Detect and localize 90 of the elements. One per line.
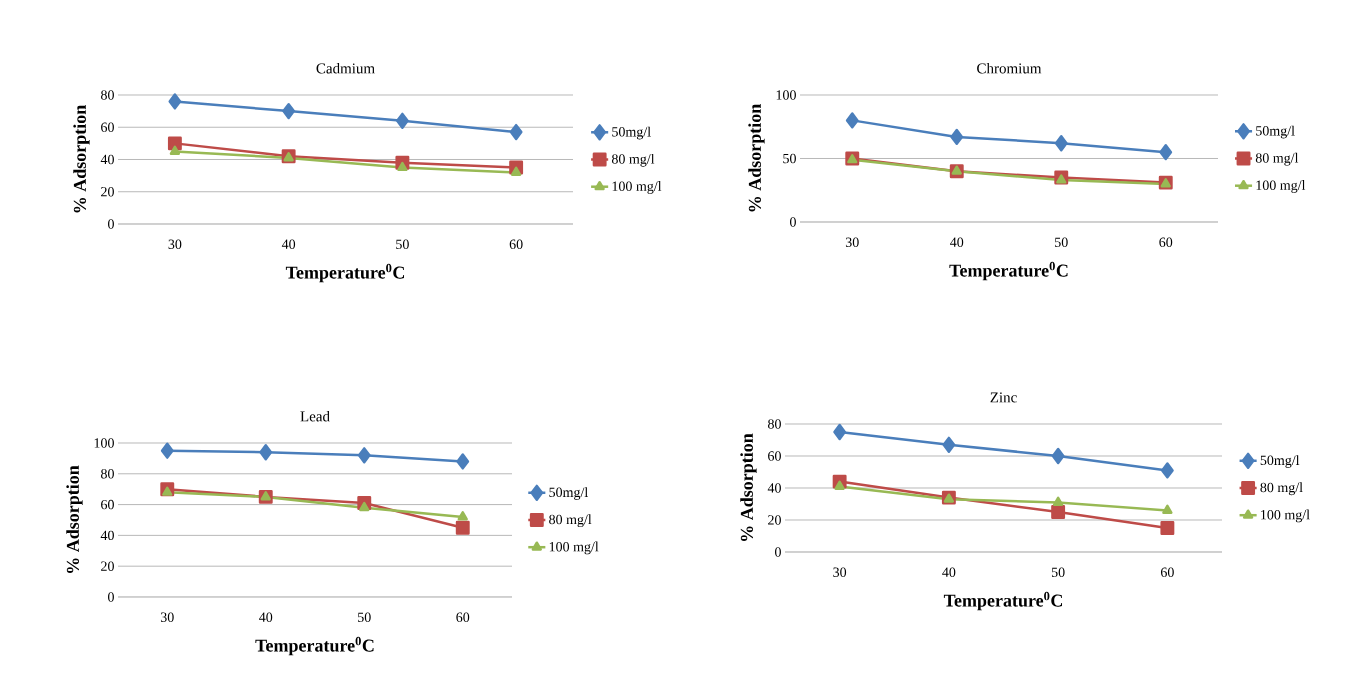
y-tick-label: 60 — [101, 122, 114, 132]
x-tick-label: 50 — [396, 239, 409, 249]
legend-label: 80 mg/l — [1255, 152, 1299, 166]
point — [1051, 447, 1065, 465]
x-tick-label: 60 — [1159, 237, 1173, 247]
point — [359, 501, 370, 512]
point — [357, 447, 371, 464]
x-tick-label: 60 — [456, 612, 470, 622]
y-tick-label: 80 — [101, 90, 114, 100]
x-tick-label: 50 — [1055, 237, 1068, 247]
x-tick-label: 60 — [509, 239, 523, 249]
point — [282, 102, 296, 120]
chart-title: Lead — [300, 410, 330, 422]
x-tick-label: 30 — [168, 239, 182, 249]
y-tick-label: 60 — [768, 451, 781, 461]
y-axis-title: % Adsorption — [66, 465, 83, 573]
point — [455, 520, 470, 535]
point — [160, 442, 174, 459]
x-axis-title: Temperature$^{0}$C — [943, 591, 1063, 611]
y-tick-label: 80 — [101, 469, 114, 479]
x-tick-label: 40 — [942, 567, 956, 577]
legend-label: 50mg/l — [612, 126, 651, 140]
chart-title: Chromium — [977, 62, 1042, 74]
point — [169, 145, 181, 155]
x-axis-title: Temperature$^{0}$C — [949, 261, 1068, 281]
legend-label: 50mg/l — [1260, 455, 1300, 468]
point — [845, 112, 859, 129]
point — [1160, 462, 1174, 479]
x-axis-title: Temperature$^{0}$C — [285, 263, 405, 283]
y-axis-title: % Adsorption — [73, 105, 90, 213]
point — [951, 165, 962, 175]
y-tick-label: 40 — [100, 530, 114, 541]
x-tick-label: 60 — [1160, 567, 1174, 577]
point — [1159, 143, 1173, 161]
point — [1160, 521, 1175, 535]
y-tick-label: 100 — [94, 438, 114, 448]
point — [168, 93, 182, 110]
y-tick-label: 60 — [101, 499, 114, 510]
point — [259, 444, 273, 461]
point — [457, 511, 468, 521]
legend-label: 80 mg/l — [549, 514, 592, 528]
legend-label: 100 mg/l — [1256, 180, 1306, 193]
legend-label: 80 mg/l — [611, 153, 655, 167]
point — [1056, 174, 1067, 184]
x-tick-label: 40 — [259, 612, 273, 622]
x-tick-label: 30 — [833, 567, 847, 577]
y-tick-label: 0 — [790, 217, 796, 227]
x-tick-label: 40 — [281, 239, 296, 249]
y-tick-label: 20 — [768, 515, 781, 525]
y-tick-label: 40 — [100, 154, 114, 165]
y-axis-title: % Adsorption — [740, 433, 757, 541]
y-tick-label: 80 — [768, 419, 781, 429]
y-tick-label: 0 — [775, 547, 781, 557]
point — [1052, 496, 1064, 506]
point — [397, 161, 408, 172]
legend-label: 50mg/l — [1256, 125, 1295, 139]
point — [1054, 135, 1068, 152]
legend-label: 100 mg/l — [1261, 509, 1310, 523]
point — [1162, 504, 1173, 514]
x-tick-label: 50 — [358, 612, 371, 622]
point — [509, 123, 523, 141]
legend-label: 100 mg/l — [549, 541, 599, 555]
y-tick-label: 40 — [767, 483, 781, 493]
y-tick-label: 20 — [101, 561, 114, 571]
x-axis-title: Temperature$^{0}$C — [255, 636, 374, 656]
y-tick-label: 100 — [776, 90, 796, 100]
point — [510, 166, 522, 176]
point — [942, 436, 956, 453]
legend-label: 80 mg/l — [1260, 482, 1303, 496]
y-axis-title: % Adsorption — [748, 104, 765, 212]
x-tick-label: 40 — [950, 237, 964, 247]
chart-title: Cadmium — [316, 62, 375, 74]
x-tick-label: 50 — [1051, 567, 1065, 577]
legend-label: 50mg/l — [549, 487, 588, 500]
point — [162, 486, 173, 496]
point — [456, 453, 470, 470]
x-tick-label: 30 — [160, 612, 174, 622]
point — [395, 112, 409, 129]
point — [1051, 505, 1066, 519]
point — [167, 136, 182, 151]
x-tick-label: 30 — [845, 237, 859, 247]
y-tick-label: 20 — [101, 187, 114, 197]
point — [950, 128, 964, 146]
point — [834, 480, 845, 490]
y-tick-label: 0 — [108, 219, 114, 229]
point — [833, 423, 847, 441]
y-tick-label: 0 — [108, 592, 114, 602]
legend-label: 100 mg/l — [612, 181, 662, 194]
chart-title: Zinc — [990, 392, 1017, 403]
y-tick-label: 50 — [783, 153, 796, 164]
